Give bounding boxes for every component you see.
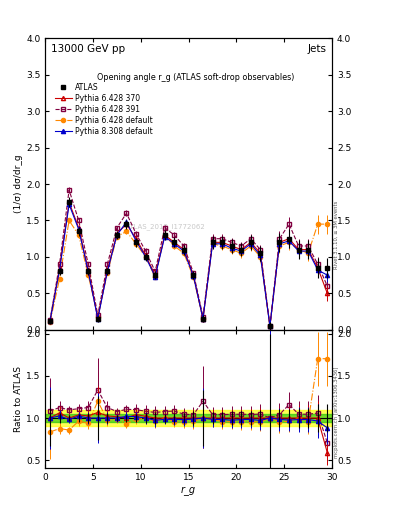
- Text: Rivet 3.1.10, ≥ 3M events: Rivet 3.1.10, ≥ 3M events: [334, 201, 339, 269]
- Y-axis label: Ratio to ATLAS: Ratio to ATLAS: [14, 366, 23, 432]
- Legend: ATLAS, Pythia 6.428 370, Pythia 6.428 391, Pythia 6.428 default, Pythia 8.308 de: ATLAS, Pythia 6.428 370, Pythia 6.428 39…: [55, 83, 152, 136]
- Bar: [45, 410, 332, 426]
- Text: Jets: Jets: [307, 44, 326, 54]
- Text: Opening angle r_g (ATLAS soft-drop observables): Opening angle r_g (ATLAS soft-drop obser…: [97, 73, 294, 82]
- Text: mcplots.cern.ch [arXiv:1306.3436]: mcplots.cern.ch [arXiv:1306.3436]: [334, 367, 339, 458]
- Y-axis label: (1/σ) dσ/dr_g: (1/σ) dσ/dr_g: [14, 155, 23, 214]
- Text: 13000 GeV pp: 13000 GeV pp: [51, 44, 125, 54]
- Text: ATLAS_2019_I1772062: ATLAS_2019_I1772062: [126, 223, 206, 229]
- Bar: [45, 414, 332, 422]
- X-axis label: r_g: r_g: [181, 485, 196, 495]
